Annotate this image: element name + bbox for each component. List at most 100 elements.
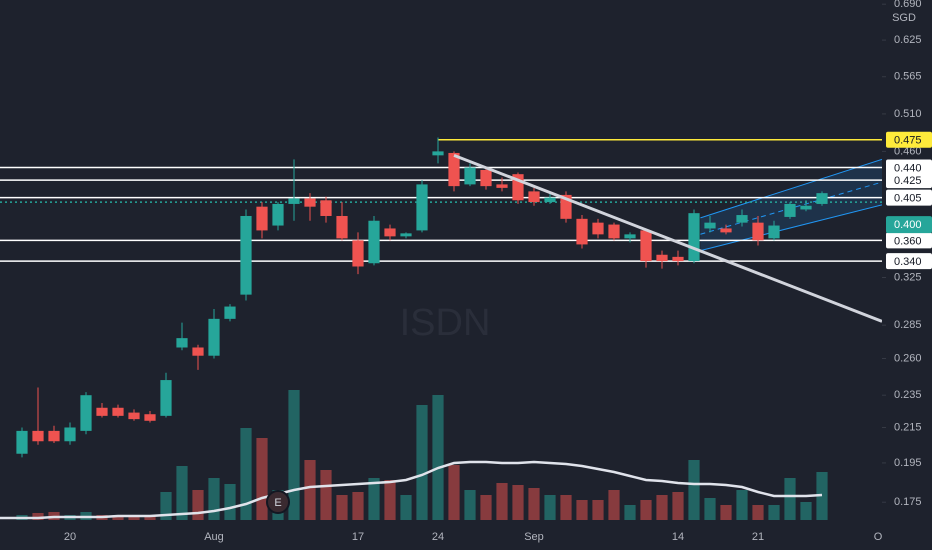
- volume-bar: [496, 483, 508, 520]
- volume-bar: [288, 390, 300, 520]
- watermark: ISDN: [400, 302, 491, 344]
- volume-bar: [336, 495, 348, 520]
- candle-body: [96, 407, 108, 416]
- candle-body: [688, 213, 700, 262]
- y-tick-label: 0.285: [894, 319, 922, 331]
- x-tick-label: O: [874, 531, 883, 543]
- candle-body: [720, 228, 732, 233]
- volume-bar: [352, 492, 364, 520]
- trendline: [453, 153, 882, 323]
- candle-body: [528, 191, 540, 203]
- candle-body: [640, 230, 652, 262]
- x-tick-label: Sep: [524, 531, 544, 543]
- candle-body: [192, 347, 204, 356]
- y-tick-label: 0.215: [894, 421, 922, 433]
- volume-bar: [256, 438, 268, 520]
- candle-body: [608, 224, 620, 239]
- candle-body: [736, 215, 748, 223]
- x-tick-label: 14: [672, 531, 684, 543]
- y-tick-label: 0.195: [894, 457, 922, 469]
- candle-body: [480, 169, 492, 187]
- x-tick-label: Aug: [204, 531, 224, 543]
- event-marker: [266, 490, 290, 514]
- volume-bar: [160, 492, 172, 520]
- level-label: 0.360: [894, 235, 922, 247]
- candle-body: [256, 206, 268, 231]
- candle-body: [496, 184, 508, 188]
- candle-body: [448, 152, 460, 187]
- volume-bar: [608, 490, 620, 520]
- candle-body: [656, 254, 668, 262]
- candle-body: [416, 184, 428, 231]
- volume-bar: [736, 490, 748, 520]
- level-label: 0.425: [894, 175, 922, 187]
- candle-body: [64, 427, 76, 442]
- level-label: 0.340: [894, 256, 922, 268]
- candle-body: [272, 203, 284, 226]
- volume-bar: [320, 470, 332, 520]
- candle-body: [784, 203, 796, 217]
- level-label: 0.440: [894, 162, 922, 174]
- candle-body: [48, 430, 60, 442]
- channel-lower: [700, 204, 882, 252]
- volume-bar: [368, 478, 380, 520]
- candle-body: [288, 198, 300, 204]
- current-price-label: 0.400: [894, 219, 922, 231]
- candle-body: [816, 193, 828, 204]
- volume-bar: [592, 500, 604, 520]
- volume-bar: [576, 500, 588, 520]
- candle-body: [768, 225, 780, 239]
- volume-bar: [176, 466, 188, 520]
- candle-body: [16, 430, 28, 454]
- candle-body: [32, 430, 44, 442]
- candle-body: [512, 174, 524, 201]
- volume-bar: [672, 492, 684, 520]
- y-tick-label: 0.260: [894, 352, 922, 364]
- volume-bar: [704, 498, 716, 520]
- volume-bar: [688, 460, 700, 520]
- volume-bar: [528, 488, 540, 520]
- volume-bar: [32, 513, 44, 520]
- volume-bar: [480, 495, 492, 520]
- y-tick-label: 0.510: [894, 108, 922, 120]
- volume-bar: [240, 428, 252, 520]
- candle-body: [112, 407, 124, 416]
- volume-bar: [144, 515, 156, 520]
- y-tick-label: 0.325: [894, 271, 922, 283]
- volume-bar: [304, 460, 316, 520]
- candle-body: [144, 414, 156, 421]
- candle-body: [224, 306, 236, 319]
- level-label-box: [886, 172, 932, 189]
- level-label-box: [886, 189, 932, 206]
- candle-body: [160, 380, 172, 416]
- volume-bar: [720, 505, 732, 520]
- volume-ma-line: [0, 460, 823, 520]
- candle-body: [208, 318, 220, 356]
- y-tick-label: 0.235: [894, 389, 922, 401]
- candle-body: [432, 151, 444, 156]
- candle-body: [464, 167, 476, 185]
- volume-bar: [800, 502, 812, 520]
- volume-bar: [208, 478, 220, 520]
- candle-body: [240, 215, 252, 295]
- x-tick-label: 17: [352, 531, 364, 543]
- volume-bar: [384, 480, 396, 520]
- candle-body: [800, 205, 812, 210]
- candle-body: [128, 412, 140, 420]
- volume-bar: [448, 465, 460, 520]
- volume-bar: [464, 490, 476, 520]
- volume-bar: [656, 495, 668, 520]
- candle-body: [704, 222, 716, 229]
- candle-body: [672, 256, 684, 262]
- volume-bar: [640, 500, 652, 520]
- y-tick-label: 0.565: [894, 71, 922, 83]
- candle-body: [368, 220, 380, 264]
- level-label: 0.405: [894, 193, 922, 205]
- candle-body: [576, 218, 588, 245]
- event-label: E: [274, 497, 281, 509]
- current-price-box: [886, 216, 932, 234]
- candle-body: [560, 194, 572, 219]
